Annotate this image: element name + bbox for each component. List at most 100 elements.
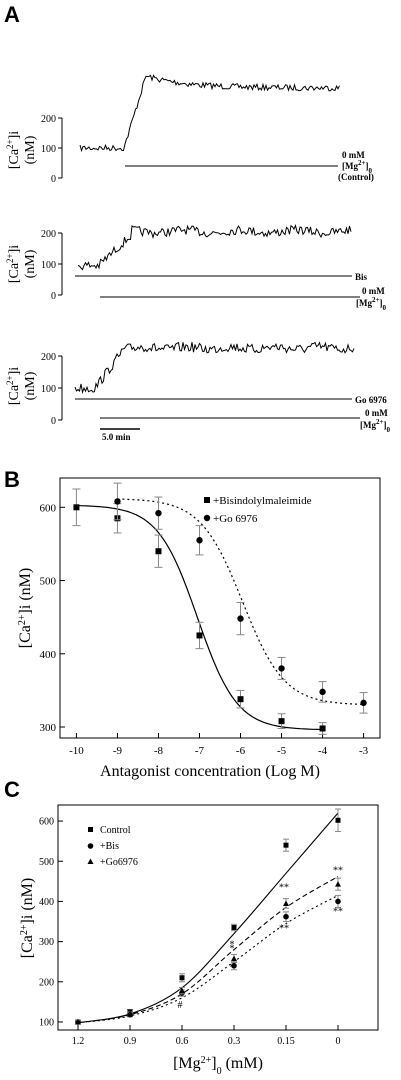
b-point-go — [237, 615, 244, 622]
panel-b-points — [72, 482, 368, 735]
panel-b-ylabel: [Ca2+]i (nM) — [17, 568, 35, 648]
control-label-control: (Control) — [338, 172, 374, 182]
trace-go-group: 200 100 0 [Ca2+]i (nM) Go 6976 0 mM [Mg2… — [5, 341, 391, 442]
ytick-label-0: 0 — [51, 291, 56, 302]
panel-a-letter: A — [4, 2, 20, 27]
b-xtick-label: -4 — [318, 745, 328, 757]
c-xtick-label: 0.3 — [228, 1036, 241, 1047]
c-significance-mark: * — [230, 944, 235, 955]
panel-c-legend: Control +Bis +Go6976 — [87, 825, 138, 868]
b-xtick-label: -5 — [277, 745, 287, 757]
b-ytick-label: 300 — [40, 722, 57, 734]
trace-go-ylabel: [Ca2+]i (nM) — [5, 367, 38, 405]
panel-a: A 200 100 0 [Ca2+]i (nM) 0 mM [Mg2+]0 (C… — [4, 2, 391, 442]
legend-square-marker — [204, 497, 210, 503]
go-label: Go 6976 — [355, 395, 387, 405]
trace-control-ylabel: [Ca2+]i (nM) — [5, 131, 38, 169]
c-significance-mark: ** — [333, 906, 343, 917]
b-point-go — [319, 688, 326, 696]
b-point-go — [155, 509, 162, 517]
panel-c-ylabel: [Ca2+]i (nM) — [19, 878, 37, 958]
b-xtick-label: -8 — [154, 745, 164, 757]
c-point-go6976 — [127, 1010, 133, 1017]
panel-b-legend: +Bisindolylmaleimide +Go 6976 — [203, 495, 312, 525]
c-ytick-label: 600 — [39, 817, 54, 828]
legend-circle-marker — [87, 843, 94, 849]
go-mg-label: [Mg2+]0 — [360, 418, 391, 434]
control-label-mg: [Mg2+]0 — [342, 159, 373, 175]
panel-c-letter: C — [4, 777, 20, 802]
c-significance-mark: * — [230, 940, 235, 951]
c-xtick-label: 0.15 — [277, 1036, 295, 1047]
panel-c-xlabel: [Mg2+]0 (mM) — [173, 1055, 263, 1077]
trace-control-group: 200 100 0 [Ca2+]i (nM) 0 mM [Mg2+]0 (Con… — [5, 74, 374, 185]
c-significance-mark: ** — [333, 865, 343, 876]
panel-b-curves — [76, 498, 364, 731]
ytick-label-0: 0 — [51, 174, 56, 185]
panel-b-xlabel: Antagonist concentration (Log M) — [100, 763, 320, 780]
c-ytick-label: 400 — [39, 897, 54, 908]
c-ytick-label: 500 — [39, 857, 54, 868]
legend-go6976: +Go 6976 — [213, 513, 258, 525]
b-point-bis — [319, 725, 326, 732]
panel-b-axes: -10 -9 -8 -7 -6 -5 -4 -3 300 400 500 600 — [40, 502, 369, 757]
ytick-label-200: 200 — [41, 114, 56, 125]
c-point-go6976 — [231, 955, 237, 961]
bis-mg-label: [Mg2+]0 — [356, 296, 387, 312]
b-point-bis — [278, 718, 285, 725]
svg-text:(nM): (nM) — [23, 135, 38, 164]
ytick-label-100: 100 — [41, 260, 56, 271]
c-fit-bis — [77, 894, 339, 1024]
legend-bis: +Bis — [100, 841, 119, 852]
svg-text:[Ca2+]i: [Ca2+]i — [5, 131, 22, 169]
b-xtick-label: -10 — [69, 745, 84, 757]
b-ytick-label: 400 — [40, 649, 57, 661]
c-point-go6976 — [75, 1018, 81, 1025]
b-point-bis — [237, 696, 244, 703]
trace-bis-group: 200 100 0 [Ca2+]i (nM) Bis 0 mM [Mg2+]0 — [5, 224, 387, 312]
ytick-label-100: 100 — [41, 384, 56, 395]
c-point-go6976 — [283, 900, 289, 906]
b-fit-go — [117, 498, 364, 705]
legend-go6976: +Go6976 — [100, 857, 138, 868]
bis-mg-label-0mm: 0 mM — [362, 286, 385, 296]
svg-text:(nM): (nM) — [23, 371, 38, 400]
legend-square-marker — [88, 827, 93, 832]
panel-c-axes: 1.2 0.9 0.6 0.3 0.15 0 100 200 300 400 500 600 — [39, 817, 341, 1047]
c-fit-go6976 — [77, 876, 339, 1024]
panel-c-plot-frame — [57, 804, 379, 1031]
panel-c-annotations: #*********** — [178, 865, 344, 1011]
c-xtick-label: 1.2 — [72, 1036, 85, 1047]
c-xtick-label: 0 — [336, 1036, 341, 1047]
b-xtick-label: -9 — [113, 745, 123, 757]
trace-go — [74, 341, 355, 395]
trace-control — [79, 74, 340, 153]
c-xtick-label: 0.6 — [176, 1036, 189, 1047]
c-point-control — [179, 975, 185, 981]
panel-c: C 1.2 0.9 0.6 0.3 0.15 0 100 200 300 400 500 600 # *… — [4, 777, 379, 1077]
legend-circle-marker — [203, 514, 211, 522]
c-significance-mark: ** — [279, 924, 289, 935]
b-xtick-label: -7 — [195, 745, 205, 757]
c-xtick-label: 0.9 — [124, 1036, 137, 1047]
c-point-go6976 — [335, 881, 341, 887]
b-point-go — [278, 665, 285, 672]
go-mg-label-0mm: 0 mM — [365, 408, 388, 418]
b-point-bis — [196, 632, 203, 639]
legend-control: Control — [100, 825, 131, 836]
control-label-0mm: 0 mM — [342, 150, 365, 160]
ytick-label-0: 0 — [51, 416, 56, 427]
svg-text:[Ca2+]i: [Ca2+]i — [5, 367, 22, 405]
b-xtick-label: -3 — [359, 745, 369, 757]
time-scale-label: 5.0 min — [102, 432, 131, 442]
b-point-go — [196, 537, 203, 544]
c-point-bis — [335, 898, 341, 905]
c-ytick-label: 200 — [39, 977, 54, 988]
b-point-bis — [155, 548, 162, 555]
c-point-bis — [231, 962, 237, 969]
trace-bis — [77, 224, 352, 271]
svg-text:[Ca2+]i: [Ca2+]i — [5, 245, 22, 283]
panel-b-plot-frame — [59, 477, 381, 739]
svg-text:[Ca2+]i (nM): [Ca2+]i (nM) — [19, 878, 37, 958]
